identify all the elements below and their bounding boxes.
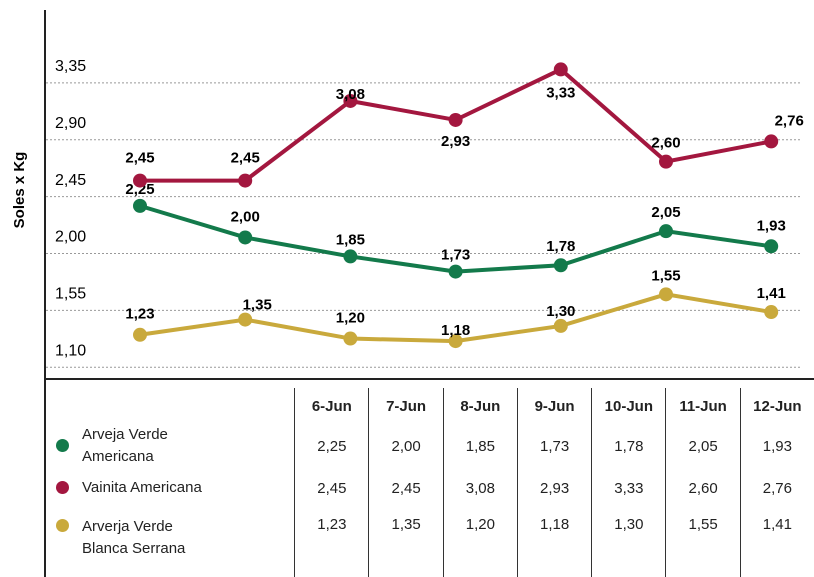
table-cell: 1,93 — [739, 424, 814, 468]
table-cell: 2,60 — [665, 468, 741, 508]
y-tick-label: 1,10 — [55, 342, 86, 359]
column-header: 6-Jun — [294, 388, 369, 424]
table-header-row: 6-Jun 7-Jun 8-Jun 9-Jun 10-Jun 11-Jun 12-Jun — [48, 388, 814, 424]
data-point — [764, 305, 779, 320]
data-point — [659, 154, 673, 169]
data-point — [238, 312, 253, 327]
table-cell: 1,30 — [591, 508, 666, 577]
table-cell: 1,23 — [294, 508, 369, 577]
table-cell: 2,93 — [516, 468, 592, 508]
y-tick-label: 1,55 — [55, 286, 86, 303]
legend-label: Arveja Verde Americana — [82, 426, 168, 465]
data-label: 2,60 — [651, 135, 680, 152]
data-label: 1,73 — [441, 247, 470, 264]
table-cell: 2,25 — [294, 424, 369, 468]
table-cell: 2,45 — [294, 468, 369, 508]
data-point — [764, 134, 779, 149]
data-point — [343, 93, 358, 108]
data-label: 1,85 — [336, 231, 365, 248]
data-label: 2,45 — [125, 150, 154, 167]
data-point — [553, 62, 568, 77]
table-cell: 1,78 — [591, 424, 666, 468]
y-tick-label: 2,45 — [55, 172, 86, 189]
data-label: 1,20 — [336, 310, 365, 327]
row-header: Arverja Verde Blanca Serrana — [48, 508, 295, 577]
data-table: 6-Jun 7-Jun 8-Jun 9-Jun 10-Jun 11-Jun 12-Jun Ar… — [48, 388, 814, 577]
data-label: 1,93 — [757, 217, 786, 234]
table-cell: 2,00 — [368, 424, 444, 468]
data-point — [133, 173, 147, 188]
data-point — [343, 249, 358, 264]
data-label: 2,05 — [651, 204, 680, 221]
legend-label: Vainita Americana — [82, 479, 202, 496]
data-point — [764, 239, 779, 254]
data-point — [448, 334, 463, 349]
data-label: 1,23 — [125, 306, 154, 323]
column-header: 11-Jun — [665, 388, 741, 424]
data-point — [448, 264, 463, 279]
data-label: 1,35 — [243, 297, 272, 314]
y-axis-label: Soles x Kg — [11, 152, 28, 229]
data-label: 2,00 — [231, 208, 260, 225]
data-label: 2,76 — [775, 112, 804, 129]
table-cell: 2,45 — [368, 468, 444, 508]
data-label: 2,93 — [441, 133, 470, 150]
column-header: 10-Jun — [591, 388, 666, 424]
data-label: 1,18 — [441, 322, 470, 339]
legend-marker — [56, 439, 69, 452]
table-cell: 2,05 — [665, 424, 741, 468]
table-row: Vainita Americana 2,45 2,45 3,08 2,93 3,33 2,6… — [48, 468, 814, 508]
data-point — [343, 331, 358, 346]
data-label: 1,30 — [546, 303, 575, 320]
table-corner — [48, 388, 295, 424]
table-cell: 1,18 — [516, 508, 592, 577]
data-point — [553, 318, 568, 333]
table-row: Arverja Verde Blanca Serrana 1,23 1,35 1,20… — [48, 508, 814, 577]
table-cell: 2,76 — [739, 468, 814, 508]
table-cell: 3,33 — [591, 468, 666, 508]
legend-label: Arverja Verde Blanca Serrana — [82, 518, 186, 557]
data-point — [238, 173, 253, 188]
data-label: 1,78 — [546, 238, 575, 255]
column-header: 7-Jun — [368, 388, 444, 424]
table-cell: 1,73 — [516, 424, 592, 468]
table-row: Arveja Verde Americana 2,25 2,00 1,85 1,73 1,… — [48, 424, 814, 468]
table-cell: 1,35 — [368, 508, 444, 577]
data-label: 2,45 — [231, 150, 260, 167]
table-cell: 1,55 — [665, 508, 741, 577]
data-point — [238, 230, 253, 245]
table-cell: 3,08 — [442, 468, 518, 508]
table-cell: 1,20 — [442, 508, 518, 577]
column-header: 9-Jun — [516, 388, 592, 424]
column-header: 8-Jun — [442, 388, 518, 424]
y-tick-label: 2,90 — [55, 115, 86, 132]
row-header: Arveja Verde Americana — [48, 424, 295, 468]
legend-marker — [56, 481, 69, 494]
table-cell: 1,85 — [442, 424, 518, 468]
data-point — [133, 327, 147, 342]
data-label: 3,08 — [336, 86, 365, 103]
y-tick-label: 3,35 — [55, 58, 86, 75]
y-tick-label: 2,00 — [55, 229, 86, 246]
column-header: 12-Jun — [739, 388, 814, 424]
data-point — [659, 224, 673, 239]
data-point — [553, 258, 568, 273]
data-label: 1,55 — [651, 267, 680, 284]
data-label: 2,25 — [125, 181, 154, 198]
data-label: 3,33 — [546, 84, 575, 101]
table-cell: 1,41 — [739, 508, 814, 577]
data-point — [448, 112, 463, 127]
data-label: 1,41 — [757, 285, 786, 302]
legend-marker — [56, 519, 69, 532]
data-point — [659, 287, 673, 302]
data-point — [133, 198, 147, 213]
row-header: Vainita Americana — [48, 468, 295, 508]
